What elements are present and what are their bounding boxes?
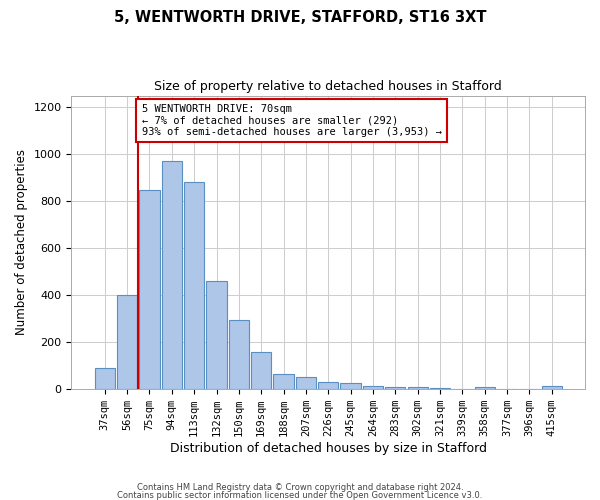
- Bar: [229, 320, 249, 389]
- X-axis label: Distribution of detached houses by size in Stafford: Distribution of detached houses by size …: [170, 442, 487, 455]
- Bar: [318, 382, 338, 389]
- Bar: [117, 295, 137, 389]
- Bar: [542, 386, 562, 389]
- Bar: [206, 281, 227, 389]
- Y-axis label: Number of detached properties: Number of detached properties: [15, 150, 28, 336]
- Bar: [251, 352, 271, 389]
- Bar: [385, 388, 405, 389]
- Bar: [184, 182, 204, 389]
- Bar: [296, 378, 316, 389]
- Text: 5 WENTWORTH DRIVE: 70sqm
← 7% of detached houses are smaller (292)
93% of semi-d: 5 WENTWORTH DRIVE: 70sqm ← 7% of detache…: [142, 104, 442, 137]
- Title: Size of property relative to detached houses in Stafford: Size of property relative to detached ho…: [154, 80, 502, 93]
- Bar: [162, 162, 182, 389]
- Bar: [407, 387, 428, 389]
- Bar: [340, 384, 361, 389]
- Bar: [95, 368, 115, 389]
- Text: Contains HM Land Registry data © Crown copyright and database right 2024.: Contains HM Land Registry data © Crown c…: [137, 484, 463, 492]
- Bar: [430, 388, 450, 389]
- Text: 5, WENTWORTH DRIVE, STAFFORD, ST16 3XT: 5, WENTWORTH DRIVE, STAFFORD, ST16 3XT: [114, 10, 486, 25]
- Text: Contains public sector information licensed under the Open Government Licence v3: Contains public sector information licen…: [118, 490, 482, 500]
- Bar: [139, 190, 160, 389]
- Bar: [274, 374, 293, 389]
- Bar: [363, 386, 383, 389]
- Bar: [475, 388, 494, 389]
